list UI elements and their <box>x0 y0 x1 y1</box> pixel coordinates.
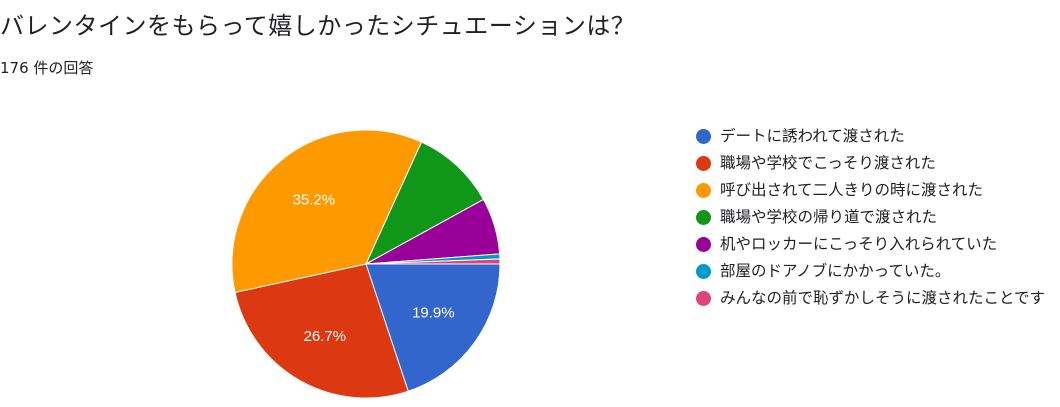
legend-item[interactable]: 呼び出されて二人きりの時に渡された <box>696 179 1051 201</box>
legend-label: 机やロッカーにこっそり入れられていた <box>720 235 998 253</box>
legend-item[interactable]: デートに誘われて渡された <box>696 125 1051 147</box>
legend-swatch-icon <box>696 156 711 171</box>
legend-swatch-icon <box>696 210 711 225</box>
slice-data-label: 19.9% <box>412 305 455 322</box>
legend-swatch-icon <box>696 183 711 198</box>
chart-legend: デートに誘われて渡された職場や学校でこっそり渡された呼び出されて二人きりの時に渡… <box>696 125 1051 314</box>
pie-slice[interactable] <box>365 258 501 265</box>
legend-item[interactable]: 職場や学校でこっそり渡された <box>696 152 1051 174</box>
response-count: 176 件の回答 <box>0 59 94 77</box>
legend-item[interactable]: 机やロッカーにこっそり入れられていた <box>696 233 1051 255</box>
pie-slice[interactable] <box>365 263 501 392</box>
legend-item[interactable]: みんなの前で恥ずかしそうに渡されたことです <box>696 287 1051 309</box>
legend-label: 職場や学校の帰り道で渡された <box>720 208 938 226</box>
legend-item[interactable]: 部屋のドアノブにかかっていた。 <box>696 260 1051 282</box>
pie-slice[interactable] <box>364 141 485 266</box>
legend-label: 呼び出されて二人きりの時に渡された <box>720 181 984 199</box>
legend-swatch-icon <box>696 237 711 252</box>
pie-slice[interactable] <box>234 263 409 399</box>
legend-label: みんなの前で恥ずかしそうに渡されたことです <box>720 289 1046 307</box>
legend-label: 職場や学校でこっそり渡された <box>720 154 936 172</box>
legend-swatch-icon <box>696 264 711 279</box>
legend-swatch-icon <box>696 129 711 144</box>
question-title: バレンタインをもらって嬉しかったシチュエーションは？ <box>0 12 636 40</box>
slice-data-label: 26.7% <box>304 328 347 345</box>
legend-swatch-icon <box>696 291 711 306</box>
legend-item[interactable]: 職場や学校の帰り道で渡された <box>696 206 1051 228</box>
pie-slice[interactable] <box>231 129 423 294</box>
legend-label: 部屋のドアノブにかかっていた。 <box>720 262 951 280</box>
slice-data-label: 35.2% <box>293 191 336 208</box>
legend-label: デートに誘われて渡された <box>720 127 905 145</box>
